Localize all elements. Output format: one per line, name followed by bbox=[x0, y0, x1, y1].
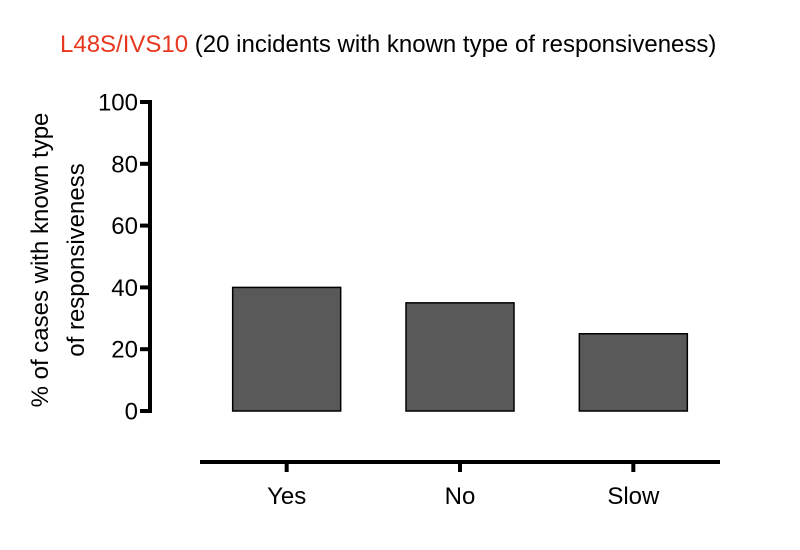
y-tick-label: 0 bbox=[125, 399, 138, 426]
bar-yes bbox=[231, 286, 342, 412]
bars bbox=[231, 286, 689, 412]
y-axis-label: % of cases with known type of responsive… bbox=[27, 113, 90, 408]
x-tick-label-yes: Yes bbox=[267, 483, 306, 510]
y-tick-label: 20 bbox=[111, 337, 138, 364]
y-tick-label: 60 bbox=[111, 213, 138, 240]
y-axis: 0 20 40 60 80 100 bbox=[98, 90, 152, 426]
chart-title-highlight: L48S/IVS10 bbox=[60, 31, 188, 58]
chart-title-rest: (20 incidents with known type of respons… bbox=[188, 31, 716, 58]
y-tick-label: 40 bbox=[111, 275, 138, 302]
y-axis-label-line-1: % of cases with known type bbox=[27, 113, 54, 408]
y-tick-label: 80 bbox=[111, 151, 138, 178]
bar-slow bbox=[578, 333, 689, 412]
x-axis: Yes No Slow bbox=[200, 460, 720, 510]
chart-title: L48S/IVS10 (20 incidents with known type… bbox=[60, 31, 716, 58]
y-tick-label: 100 bbox=[98, 90, 138, 117]
bar-no bbox=[405, 302, 515, 412]
x-tick-label-no: No bbox=[445, 483, 476, 510]
x-tick-label-slow: Slow bbox=[607, 483, 660, 510]
y-axis-label-line-2: of responsiveness bbox=[63, 163, 90, 356]
